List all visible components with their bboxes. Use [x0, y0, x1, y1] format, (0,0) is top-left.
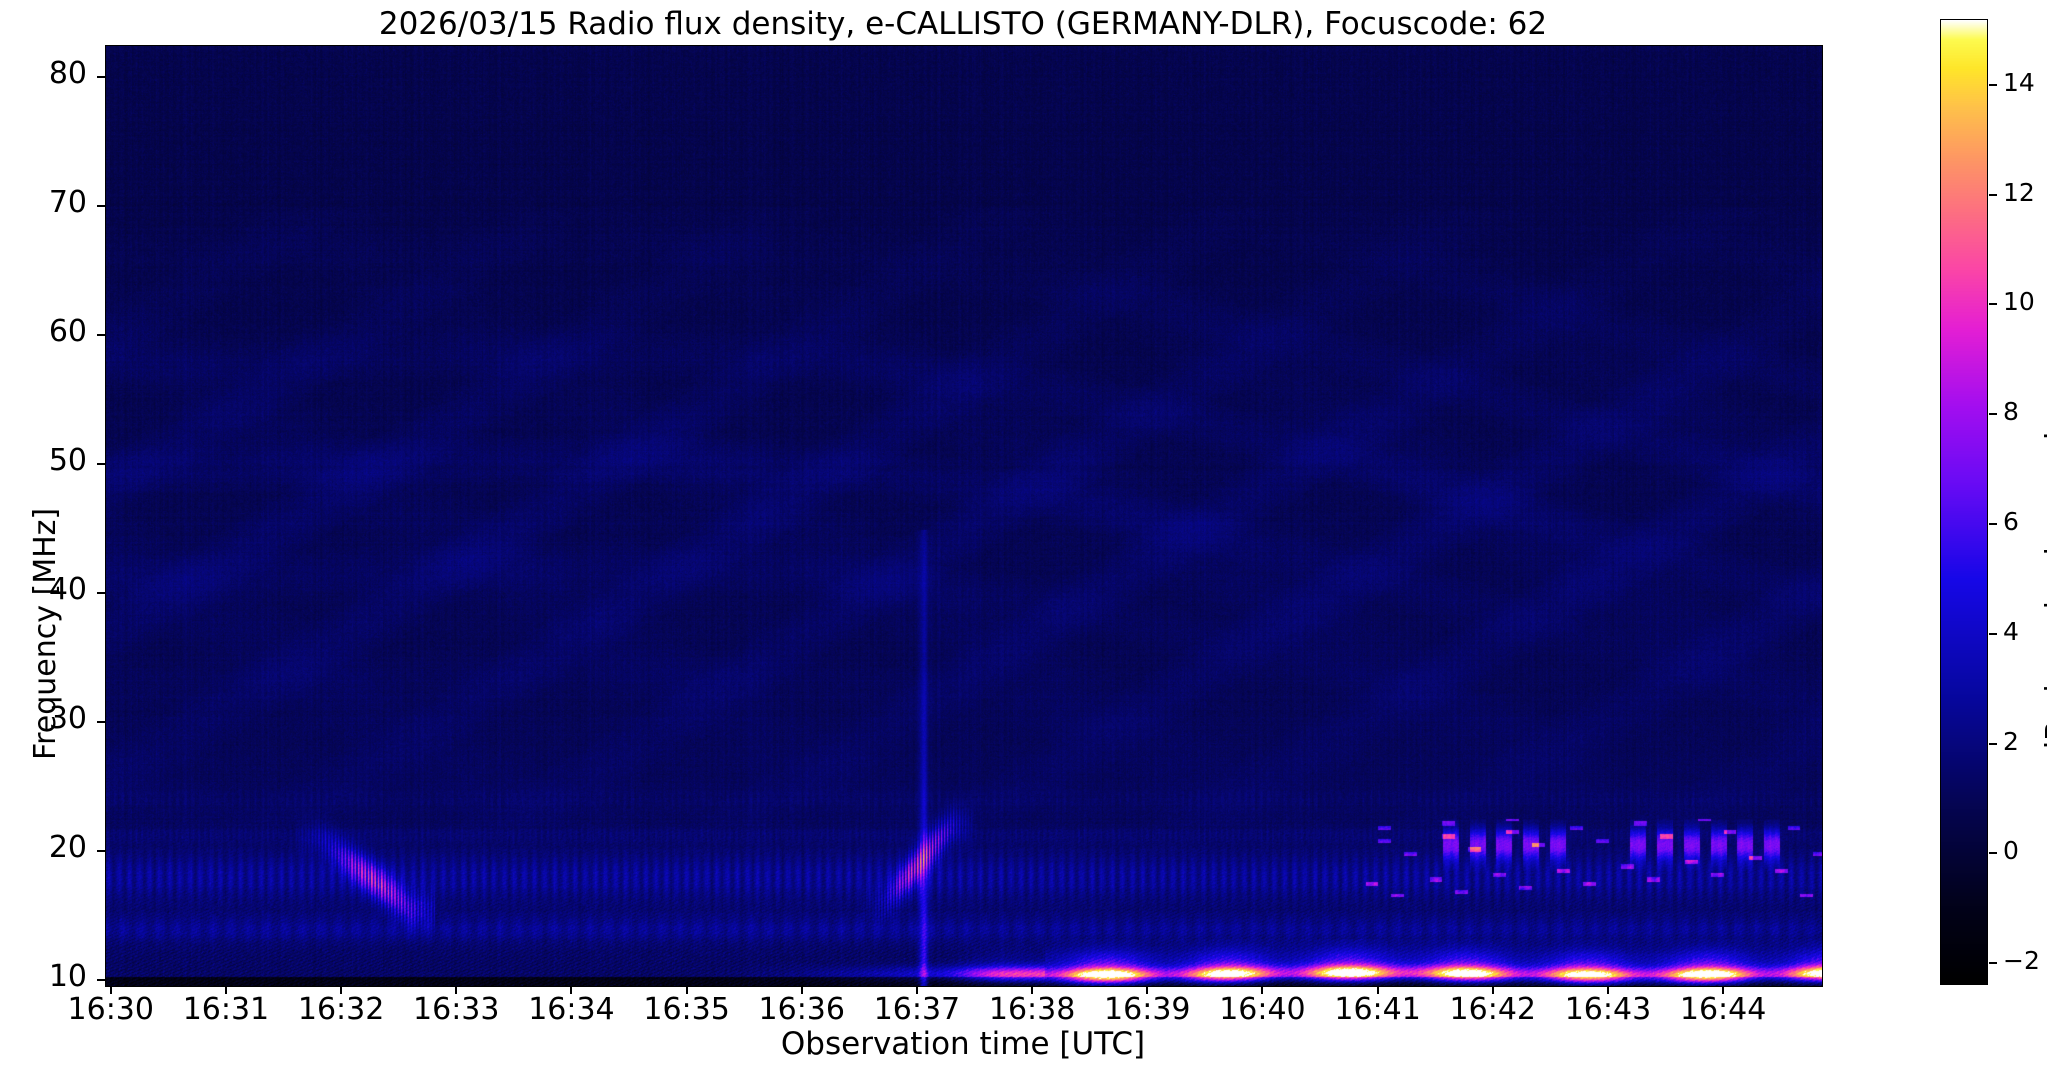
x-tick-mark: [1376, 986, 1379, 994]
x-tick-mark: [109, 986, 112, 994]
x-tick-mark: [340, 986, 343, 994]
colorbar-tick-mark: [1989, 962, 1997, 965]
x-tick-label: 16:33: [413, 992, 500, 1027]
x-tick-label: 16:37: [873, 992, 961, 1027]
x-axis-label: Observation time [UTC]: [780, 1026, 1146, 1062]
colorbar-tick-mark: [1989, 83, 1997, 86]
colorbar-tick-label: 4: [2003, 616, 2019, 646]
x-tick-mark: [915, 986, 918, 994]
colorbar-tick-mark: [1989, 413, 1997, 416]
x-tick-mark: [455, 986, 458, 994]
x-tick-label: 16:30: [67, 992, 154, 1027]
y-tick-mark: [97, 463, 105, 466]
x-tick-label: 16:40: [1219, 992, 1306, 1027]
y-tick-label: 10: [48, 958, 87, 994]
y-tick-label: 60: [48, 314, 87, 350]
spectrogram-image: [106, 46, 1822, 986]
colorbar: [1940, 19, 1988, 985]
x-tick-label: 16:36: [758, 992, 845, 1027]
colorbar-tick-label: −2: [2003, 946, 2040, 976]
y-tick-label: 70: [48, 185, 87, 221]
x-tick-label: 16:35: [643, 992, 730, 1027]
x-tick-mark: [570, 986, 573, 994]
colorbar-tick-mark: [1989, 852, 1997, 855]
y-tick-mark: [97, 978, 105, 981]
y-tick-label: 40: [48, 572, 87, 607]
x-tick-mark: [1031, 986, 1034, 994]
spectrogram-plot-area: [105, 45, 1823, 987]
colorbar-tick-mark: [1989, 193, 1997, 196]
y-tick-mark: [97, 76, 105, 79]
y-tick-mark: [97, 592, 105, 594]
y-tick-label: 20: [48, 829, 87, 865]
y-tick-mark: [97, 720, 105, 723]
colorbar-gradient: [1941, 20, 1987, 984]
x-tick-label: 16:43: [1564, 992, 1652, 1027]
colorbar-tick-mark: [1989, 522, 1997, 525]
x-tick-label: 16:31: [182, 992, 270, 1027]
y-tick-label: 50: [48, 443, 87, 479]
colorbar-tick-label: 0: [2003, 836, 2019, 866]
colorbar-tick-label: 14: [2003, 67, 2035, 97]
colorbar-tick-label: 8: [2003, 397, 2019, 427]
colorbar-tick-label: 12: [2003, 177, 2035, 207]
y-tick-mark: [97, 849, 105, 852]
page-title: 2026/03/15 Radio flux density, e-CALLIST…: [378, 6, 1548, 42]
x-tick-mark: [685, 986, 688, 994]
x-tick-label: 16:42: [1449, 992, 1536, 1027]
colorbar-label: dB above background: [2040, 431, 2047, 760]
y-tick-mark: [97, 334, 105, 337]
x-tick-label: 16:41: [1334, 992, 1421, 1027]
x-tick-mark: [1261, 986, 1264, 994]
x-tick-label: 16:32: [297, 992, 385, 1027]
x-tick-mark: [1491, 986, 1494, 994]
y-tick-label: 30: [48, 700, 87, 736]
x-tick-label: 16:39: [1104, 992, 1191, 1027]
colorbar-tick-label: 6: [2003, 506, 2019, 536]
x-tick-mark: [800, 986, 803, 994]
colorbar-tick-mark: [1989, 632, 1997, 635]
colorbar-tick-mark: [1989, 303, 1997, 306]
x-tick-mark: [1606, 986, 1609, 994]
y-tick-mark: [97, 205, 105, 208]
x-tick-mark: [224, 986, 227, 994]
x-tick-label: 16:34: [528, 992, 615, 1027]
colorbar-tick-mark: [1989, 742, 1997, 745]
x-tick-mark: [1722, 986, 1725, 994]
colorbar-tick-label: 2: [2003, 726, 2019, 756]
x-tick-label: 16:44: [1679, 992, 1767, 1027]
x-tick-label: 16:38: [988, 992, 1076, 1027]
x-tick-mark: [1146, 986, 1149, 994]
y-tick-label: 80: [48, 56, 87, 92]
colorbar-tick-label: 10: [2003, 287, 2035, 317]
